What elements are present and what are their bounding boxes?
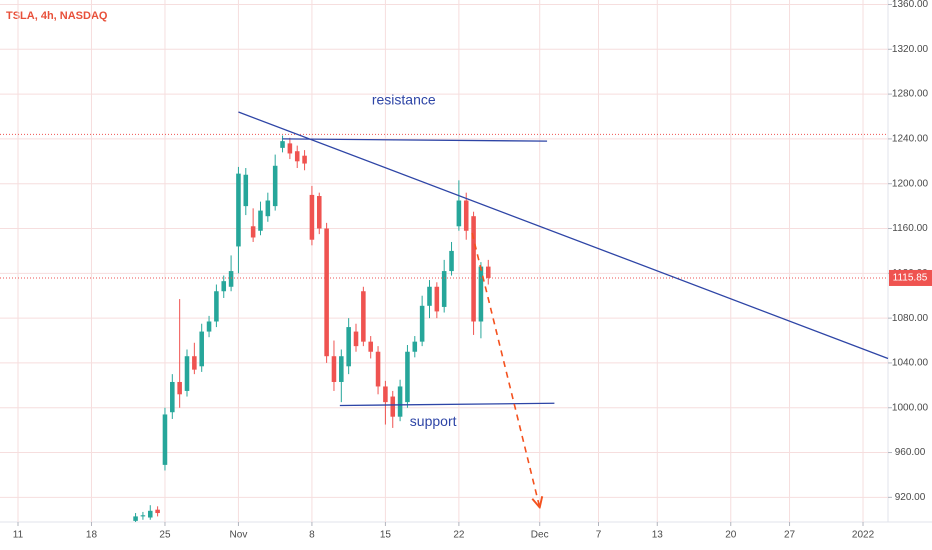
y-tick-label: 1080.00 xyxy=(892,313,929,324)
candle-body xyxy=(250,226,256,238)
candle-body xyxy=(456,200,462,227)
y-tick-label: 1320.00 xyxy=(892,44,929,55)
annotation: resistance xyxy=(372,92,436,108)
candle-body xyxy=(192,356,197,370)
candle-body xyxy=(412,341,418,352)
y-tick-label: 1280.00 xyxy=(892,89,929,100)
candle-body xyxy=(471,216,476,322)
last-price-label: 1115.85 xyxy=(893,273,928,284)
candle-body xyxy=(383,386,388,403)
candle-body xyxy=(375,351,381,387)
candle-body xyxy=(361,291,366,342)
candle-body xyxy=(419,305,425,342)
candle-body xyxy=(206,321,212,332)
candle-body xyxy=(316,196,322,229)
candle-body xyxy=(434,286,440,312)
x-tick-label: 8 xyxy=(309,530,315,541)
candle-body xyxy=(170,381,175,413)
candle-body xyxy=(199,331,204,367)
x-tick-label: 25 xyxy=(159,530,171,541)
candle-body xyxy=(177,381,182,395)
annotation: support xyxy=(410,413,457,429)
candle-body xyxy=(309,194,315,240)
x-tick-label: 11 xyxy=(13,530,24,541)
y-tick-label: 1360.00 xyxy=(892,0,929,10)
trend-line xyxy=(282,138,548,142)
y-tick-label: 960.00 xyxy=(895,447,926,458)
x-tick-label: Dec xyxy=(531,530,549,541)
y-tick-label: 920.00 xyxy=(895,492,926,503)
candle-body xyxy=(463,200,469,231)
candle-body xyxy=(280,141,285,148)
candle-body xyxy=(405,351,410,403)
candle-body xyxy=(302,155,307,164)
candle-body xyxy=(155,509,160,514)
candle-body xyxy=(184,356,190,391)
candle-body xyxy=(147,510,153,518)
x-tick-label: Nov xyxy=(230,530,248,541)
trend-line xyxy=(471,232,540,507)
x-tick-label: 7 xyxy=(596,530,602,541)
y-tick-label: 1240.00 xyxy=(892,134,929,145)
x-tick-label: 20 xyxy=(725,530,737,541)
candle-body xyxy=(140,515,146,517)
candle-body xyxy=(272,165,278,207)
candle-body xyxy=(353,331,359,347)
x-tick-label: 27 xyxy=(784,530,796,541)
y-tick-label: 1200.00 xyxy=(892,178,929,189)
candle-body xyxy=(441,271,447,307)
y-tick-label: 1040.00 xyxy=(892,358,929,369)
candle-body xyxy=(485,266,491,278)
y-tick-label: 1160.00 xyxy=(892,223,928,234)
candle-body xyxy=(368,341,373,352)
x-tick-label: 15 xyxy=(380,530,392,541)
x-tick-label: 22 xyxy=(453,530,465,541)
trend-line xyxy=(339,402,555,407)
candle-body xyxy=(346,327,351,367)
candle-body xyxy=(162,414,168,465)
candle-body xyxy=(228,271,234,287)
candle-body xyxy=(427,286,432,306)
y-tick-label: 1000.00 xyxy=(892,402,929,413)
candle-body xyxy=(258,210,263,231)
candle-body xyxy=(287,143,293,154)
candle-body xyxy=(397,386,403,417)
candle-body xyxy=(133,516,138,521)
x-tick-label: 2022 xyxy=(852,530,875,541)
candle-body xyxy=(449,250,454,272)
candle-body xyxy=(339,356,344,382)
trend-line xyxy=(238,111,889,360)
candle-body xyxy=(243,174,249,207)
chart-title: TSLA, 4h, NASDAQ xyxy=(6,10,108,22)
candle-body xyxy=(236,173,241,247)
candle-body xyxy=(478,266,484,322)
candle-body xyxy=(324,228,329,357)
candle-body xyxy=(331,356,337,382)
candle-body xyxy=(214,291,219,322)
last-price-box xyxy=(889,269,932,286)
candle-body xyxy=(265,200,271,217)
candle-body xyxy=(390,396,396,417)
candle-body xyxy=(294,151,300,162)
candle-body xyxy=(221,281,227,292)
x-tick-label: 13 xyxy=(652,530,664,541)
x-tick-label: 18 xyxy=(86,530,98,541)
